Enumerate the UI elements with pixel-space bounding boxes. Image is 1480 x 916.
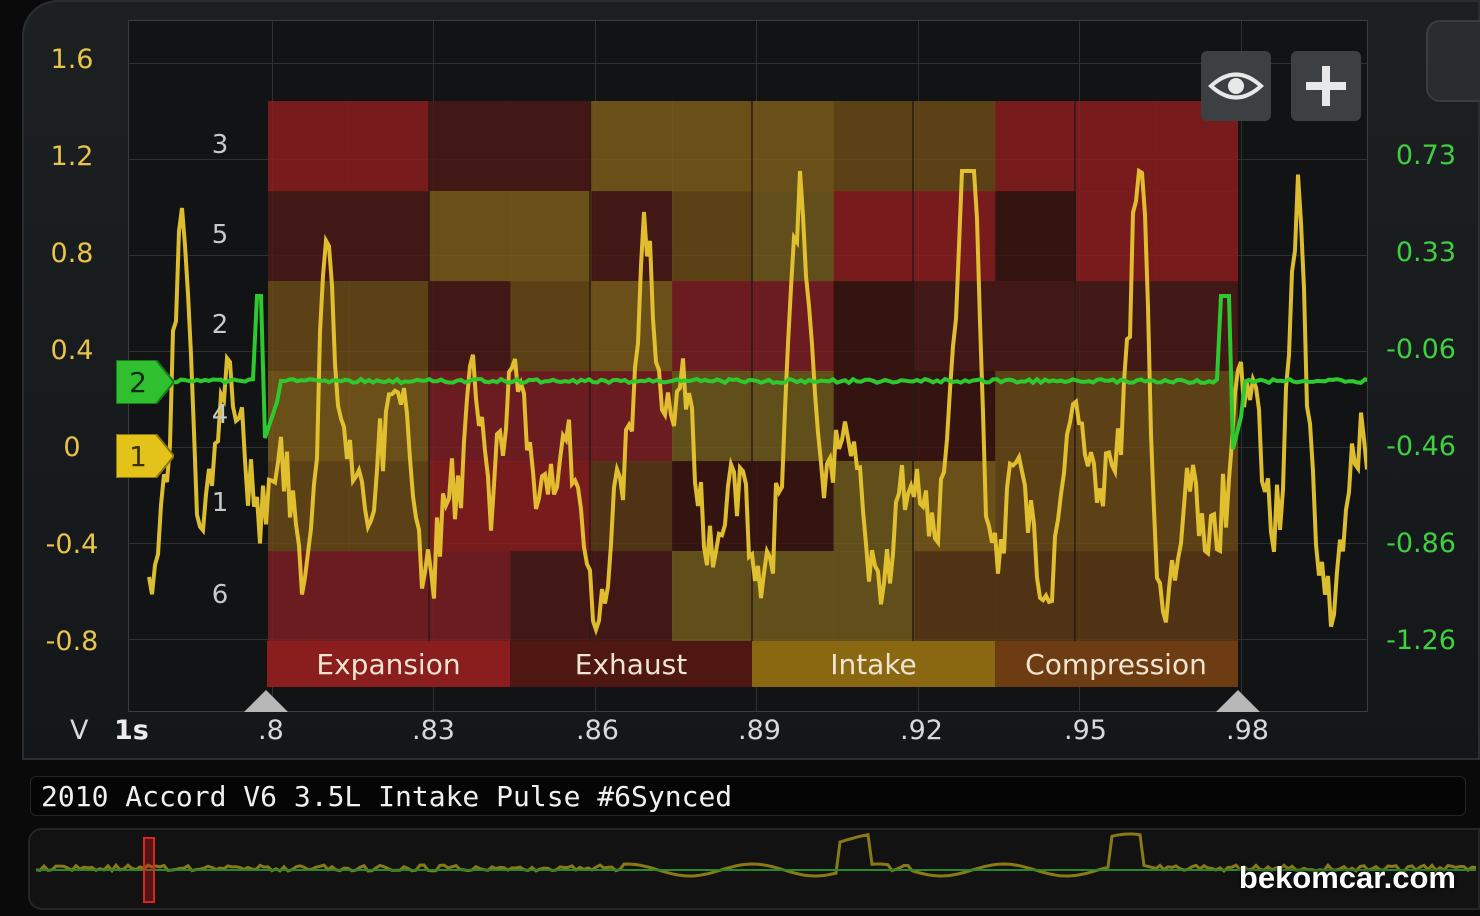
heatmap-cell [429,551,511,642]
heatmap-cell [268,191,350,282]
cylinder-label: 1 [211,488,229,518]
overview-waveform [35,832,1477,903]
left-axis-tick: 0.4 [50,335,94,366]
time-axis-tick: .98 [1226,715,1269,746]
heatmap-cell [1156,191,1239,282]
heatmap-cell [510,191,592,282]
heatmap-cell [672,191,754,282]
cylinder-label: 5 [211,220,229,250]
channel-2-marker-label: 2 [129,366,147,399]
waveform-title: 2010 Accord V6 3.5L Intake Pulse #6Synce… [30,776,1466,816]
heatmap-cell [510,101,592,192]
cylinder-label: 2 [211,310,229,340]
time-axis-tick: .92 [900,715,943,746]
heatmap-cell [591,281,673,372]
heatmap-cell [833,371,915,462]
time-axis-tick: .95 [1064,715,1107,746]
left-axis-tick: -0.8 [45,626,99,657]
left-axis-tick: 1.6 [50,44,94,75]
heatmap-cell [1076,281,1158,372]
left-axis-tick: 0 [63,432,81,463]
heatmap-cell [429,281,511,372]
right-axis-tick: -0.86 [1386,528,1456,559]
cylinder-label: 4 [211,400,229,430]
heatmap-cell [995,281,1077,372]
channel-1-trace [147,167,1367,636]
plus-icon [1306,66,1346,106]
heatmap-cell [510,281,592,372]
right-axis-tick: -0.06 [1386,334,1456,365]
left-axis-tick: -0.4 [45,529,99,560]
heatmap-cell [914,191,996,282]
visibility-button[interactable] [1201,51,1271,121]
time-axis-tick: .8 [258,715,284,746]
phase-label-expansion: Expansion [267,641,510,687]
channel-1-marker[interactable]: 1 [115,433,176,482]
grid-line-horizontal [129,63,1367,64]
left-axis-unit: V [70,715,89,746]
cylinder-label: 6 [211,580,229,610]
heatmap-cell [429,101,511,192]
phase-label-exhaust: Exhaust [509,641,753,687]
time-axis-tick: .89 [738,715,781,746]
heatmap-cell [429,191,511,282]
heatmap-cell [348,281,431,372]
heatmap-cell [833,281,915,372]
right-axis-tick: 0.73 [1395,140,1456,171]
left-axis-tick: 1.2 [50,141,94,172]
overview-viewport-window[interactable] [143,837,155,903]
heatmap-cell [672,101,754,192]
overview-timeline[interactable] [28,828,1480,910]
heatmap-cell [348,191,431,282]
heatmap-cell [591,461,673,552]
heatmap-cell [752,281,835,372]
phase-label-intake: Intake [752,641,995,687]
watermark: bekomcar.com [1238,860,1456,895]
heatmap-cell [752,101,835,192]
overview-channel-1 [35,832,1477,878]
heatmap-cell [348,551,431,642]
heatmap-cell [348,101,431,192]
cylinder-phase-heatmap [268,101,1239,642]
heatmap-cell [914,551,996,642]
time-axis-tick: .86 [576,715,619,746]
waveform-traces [147,167,1367,636]
heatmap-cell [672,281,754,372]
heatmap-cell [833,191,915,282]
time-axis-tick: .83 [412,715,455,746]
heatmap-cell [268,551,350,642]
heatmap-cell [510,551,592,642]
heatmap-cell [1156,371,1239,462]
left-time-cursor[interactable] [244,690,288,712]
channel-2-trace [147,294,1367,450]
add-channel-button[interactable] [1291,51,1361,121]
phase-label-compression: Compression [994,641,1238,687]
cylinder-label: 3 [211,130,229,160]
time-axis-tick: 1s [114,715,149,746]
right-time-cursor[interactable] [1216,690,1260,712]
eye-icon [1208,72,1264,100]
heatmap-cell [591,101,673,192]
right-axis-tick: 0.33 [1395,237,1456,268]
heatmap-cell [833,101,915,192]
heatmap-cell [995,191,1077,282]
heatmap-cell [914,101,996,192]
heatmap-cell [995,371,1077,462]
left-axis-tick: 0.8 [50,238,94,269]
channel-1-marker-label: 1 [129,440,147,473]
heatmap-cell [995,101,1077,192]
right-axis-tick: -1.26 [1386,625,1456,656]
heatmap-cell [348,371,431,462]
heatmap-cell [268,101,350,192]
scope-plot-area[interactable]: Expansion Exhaust Intake Compression [128,20,1368,712]
heatmap-cell [1076,551,1158,642]
heatmap-cell [591,191,673,282]
panel-handle[interactable] [1426,20,1480,102]
channel-2-marker[interactable]: 2 [115,359,176,408]
right-axis-tick: -0.46 [1386,431,1456,462]
